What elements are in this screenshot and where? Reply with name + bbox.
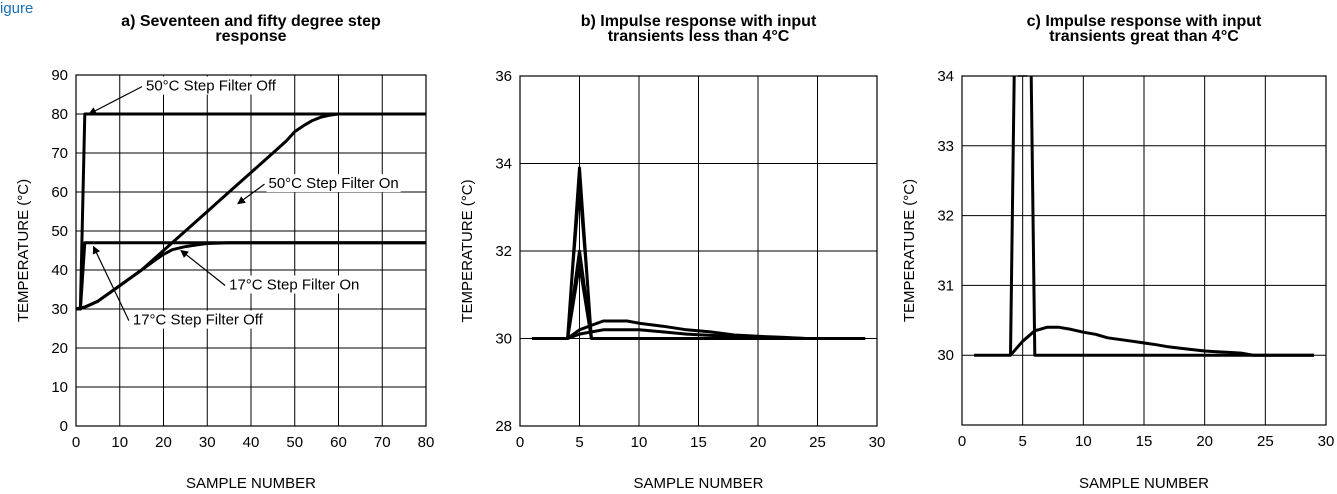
x-tick-label: 10 bbox=[631, 434, 648, 451]
x-tick-label: 5 bbox=[1018, 433, 1026, 450]
series-line-1 bbox=[531, 166, 866, 340]
x-tick-label: 25 bbox=[809, 434, 826, 451]
chart-c-title-line: transients great than 4°C bbox=[1049, 28, 1239, 45]
y-tick-label: 40 bbox=[51, 262, 68, 279]
annotation-arrow bbox=[180, 249, 226, 286]
annotation-label: 50°C Step Filter Off bbox=[146, 78, 277, 95]
chart-a-title-line: a) Seventeen and fifty degree step bbox=[121, 13, 381, 30]
x-tick-label: 60 bbox=[330, 434, 347, 451]
series-line-2 bbox=[1029, 75, 1314, 357]
y-tick-label: 34 bbox=[495, 156, 512, 173]
y-tick-label: 30 bbox=[495, 331, 512, 348]
y-tick-label: 0 bbox=[60, 418, 68, 435]
y-tick-label: 30 bbox=[51, 301, 68, 318]
y-tick-label: 20 bbox=[51, 340, 68, 357]
y-axis-label: TEMPERATURE (°C) bbox=[901, 179, 918, 322]
chart-c: c) Impulse response with inputtransients… bbox=[901, 13, 1334, 492]
series-line-4 bbox=[1009, 325, 1314, 357]
annotation-bg bbox=[227, 275, 362, 294]
annotation-bg bbox=[266, 174, 401, 193]
annotation-arrow bbox=[88, 86, 143, 115]
y-tick-label: 10 bbox=[51, 379, 68, 396]
chart-b: b) Impulse response with inputtransients… bbox=[459, 13, 885, 492]
y-tick-label: 90 bbox=[51, 67, 68, 84]
x-tick-label: 20 bbox=[750, 434, 767, 451]
y-tick-label: 70 bbox=[51, 145, 68, 162]
x-tick-label: 30 bbox=[869, 434, 886, 451]
annotation-label: 17°C Step Filter On bbox=[229, 277, 359, 294]
y-axis-label: TEMPERATURE (°C) bbox=[459, 179, 476, 322]
chart-c-title-line: c) Impulse response with input bbox=[1027, 13, 1262, 30]
x-tick-label: 0 bbox=[516, 434, 524, 451]
x-axis-label: SAMPLE NUMBER bbox=[1079, 475, 1209, 492]
annotation-arrow bbox=[92, 245, 130, 321]
x-tick-label: 15 bbox=[690, 434, 707, 451]
x-tick-label: 15 bbox=[1136, 433, 1153, 450]
x-tick-label: 30 bbox=[1318, 433, 1335, 450]
chart-a-title-line: response bbox=[215, 28, 286, 45]
x-tick-label: 70 bbox=[374, 434, 391, 451]
y-tick-label: 30 bbox=[937, 347, 954, 364]
annotation-arrow bbox=[237, 183, 265, 205]
x-tick-label: 10 bbox=[111, 434, 128, 451]
x-tick-label: 40 bbox=[243, 434, 260, 451]
x-axis-label: SAMPLE NUMBER bbox=[633, 475, 763, 492]
x-tick-label: 50 bbox=[286, 434, 303, 451]
y-tick-label: 36 bbox=[495, 68, 512, 85]
x-axis-label: SAMPLE NUMBER bbox=[186, 475, 316, 492]
x-tick-label: 20 bbox=[1196, 433, 1213, 450]
series-line-6 bbox=[567, 328, 866, 340]
y-tick-label: 80 bbox=[51, 106, 68, 123]
annotation-label: 17°C Step Filter Off bbox=[133, 312, 264, 329]
y-tick-label: 33 bbox=[937, 138, 954, 155]
y-tick-label: 50 bbox=[51, 223, 68, 240]
plot-frame bbox=[961, 75, 1327, 426]
y-tick-label: 60 bbox=[51, 184, 68, 201]
x-tick-label: 25 bbox=[1257, 433, 1274, 450]
y-axis-label: TEMPERATURE (°C) bbox=[15, 179, 32, 322]
y-tick-label: 32 bbox=[495, 243, 512, 260]
y-tick-label: 32 bbox=[937, 208, 954, 225]
y-tick-label: 31 bbox=[937, 277, 954, 294]
x-tick-label: 20 bbox=[155, 434, 172, 451]
x-tick-label: 10 bbox=[1075, 433, 1092, 450]
chart-b-title-line: transients less than 4°C bbox=[608, 28, 790, 45]
series-line-2 bbox=[566, 193, 593, 339]
annotation-label: 50°C Step Filter On bbox=[269, 175, 399, 192]
y-tick-label: 34 bbox=[937, 68, 954, 85]
x-tick-label: 5 bbox=[575, 434, 583, 451]
plot-frame bbox=[75, 74, 427, 427]
chart-b-title-line: b) Impulse response with input bbox=[581, 13, 817, 30]
x-tick-label: 30 bbox=[199, 434, 216, 451]
x-tick-label: 0 bbox=[72, 434, 80, 451]
x-tick-label: 0 bbox=[958, 433, 966, 450]
series-line-4 bbox=[75, 241, 426, 311]
x-tick-label: 80 bbox=[418, 434, 435, 451]
y-tick-label: 28 bbox=[495, 418, 512, 435]
annotation-bg bbox=[144, 76, 278, 95]
chart-a: a) Seventeen and fifty degree steprespon… bbox=[15, 13, 434, 492]
caption-fragment: igure bbox=[0, 0, 33, 17]
series-line-4 bbox=[566, 262, 593, 339]
annotation-bg bbox=[130, 310, 265, 329]
plot-frame bbox=[519, 75, 878, 427]
